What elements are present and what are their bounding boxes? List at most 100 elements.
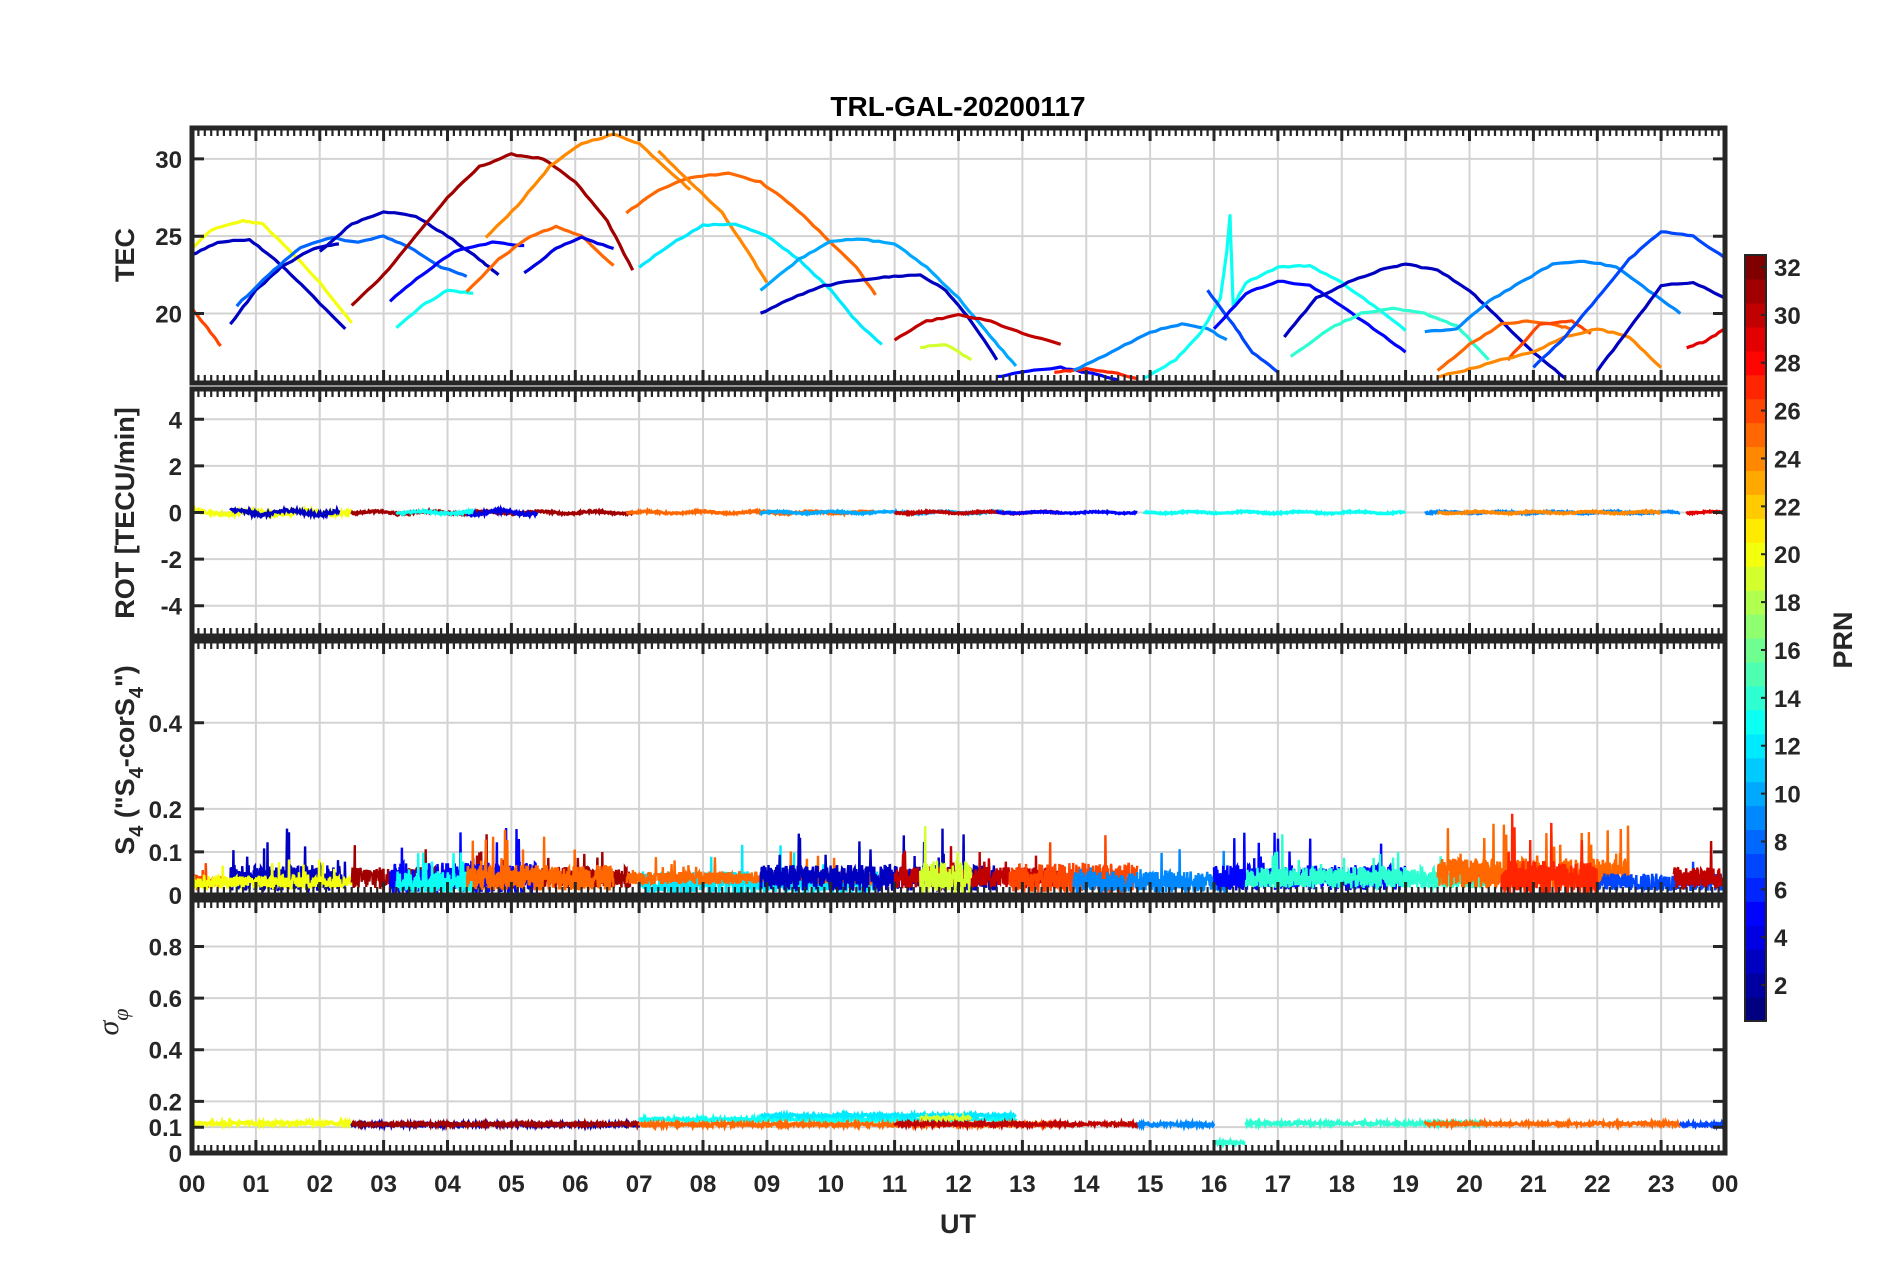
tec-trace-prn30: [893, 312, 1062, 346]
s4-trace-prn30: [1672, 840, 1725, 891]
colorbar-tick-label: 16: [1774, 638, 1801, 665]
x-tick-label: 18: [1328, 1171, 1355, 1198]
x-tick-label: 03: [370, 1171, 397, 1198]
x-tick-label: 04: [434, 1171, 461, 1198]
sigma-trace-prn19: [918, 1111, 972, 1126]
sigma-y-tick-label: 0.2: [149, 1089, 182, 1116]
s4-trace-prn20: [192, 859, 353, 892]
x-tick-label: 11: [882, 1171, 907, 1198]
x-tick-label: 17: [1265, 1171, 1292, 1198]
sigma-trace-prn9: [1136, 1117, 1216, 1132]
colorbar-swatch: [1745, 494, 1766, 519]
sigma-trace-prn20: [192, 1115, 354, 1131]
tec-y-axis-label: TEC: [110, 228, 140, 282]
colorbar-swatch: [1745, 518, 1766, 543]
tec-trace-prn8: [235, 234, 468, 308]
tec-trace-prn14: [1289, 306, 1490, 361]
tec-trace-prn3: [229, 242, 340, 326]
x-tick-label: 23: [1648, 1171, 1675, 1198]
colorbar-swatch: [1745, 374, 1766, 400]
tec-y-tick-label: 25: [155, 224, 182, 251]
tec-y-tick-label: 30: [155, 147, 182, 174]
tec-trace-prn25: [1436, 319, 1572, 372]
sigma-trace-prn12: [759, 1108, 1017, 1123]
tec-trace-prn13: [395, 288, 474, 329]
sigma-panel: 00.10.2 0.4 0.6 0.8: [149, 897, 1728, 1168]
colorbar-swatch: [1745, 614, 1766, 639]
tec-trace-prn24: [484, 132, 692, 239]
tec-trace-prn27: [1054, 367, 1138, 380]
s4-y-tick-label: 0.1: [149, 840, 182, 867]
sigma-y-tick-label: 0.1: [149, 1115, 182, 1142]
colorbar-swatch: [1745, 422, 1766, 448]
colorbar-tick-label: 30: [1774, 303, 1801, 330]
tec-trace-prn26: [192, 307, 222, 347]
colorbar-swatch: [1745, 398, 1766, 424]
colorbar-tick-label: 26: [1774, 399, 1801, 426]
x-tick-label: 22: [1584, 1171, 1611, 1198]
rot-y-tick-label: -2: [161, 547, 182, 574]
colorbar-swatch: [1745, 542, 1766, 567]
sigma-phi-y-axis-label: σφ: [92, 1009, 133, 1036]
colorbar-tick-label: 32: [1774, 255, 1801, 282]
colorbar-tick-label: 2: [1774, 973, 1787, 1000]
rot-y-tick-label: 4: [169, 407, 183, 434]
tec-trace-prn10: [759, 237, 1018, 368]
tec-trace-prn3: [759, 273, 999, 361]
sigma-trace-prn30: [893, 1117, 1139, 1132]
colorbar-swatch: [1745, 590, 1766, 615]
tec-trace-prn7: [1532, 230, 1725, 369]
tec-trace-prn31: [350, 152, 635, 307]
rot-trace-prn13: [1142, 508, 1407, 517]
x-tick-label: 05: [498, 1171, 525, 1198]
x-tick-label: 13: [1009, 1171, 1036, 1198]
rot-trace-prn13: [395, 507, 475, 518]
colorbar-swatch: [1745, 853, 1766, 878]
x-tick-label: 01: [243, 1171, 270, 1198]
sigma-trace-prn14: [1213, 1136, 1246, 1150]
sigma-y-tick-label: 0.8: [149, 935, 182, 962]
s4-trace-prn9: [1072, 849, 1228, 895]
s4-trace-prn27: [1500, 813, 1599, 894]
s4-trace-prn14: [1244, 834, 1490, 893]
rot-panel: -4 -2 0 2 4: [161, 386, 1728, 639]
x-axis-label: UT: [940, 1209, 976, 1239]
colorbar-swatch: [1745, 566, 1766, 591]
colorbar-swatch: [1745, 638, 1766, 663]
tec-trace-prn19: [920, 343, 973, 362]
x-tick-label: 09: [754, 1171, 781, 1198]
colorbar-swatch: [1745, 781, 1766, 807]
colorbar-swatch: [1745, 470, 1766, 495]
sigma-y-tick-label: 0.6: [149, 986, 182, 1013]
colorbar-swatch: [1745, 350, 1766, 376]
x-tick-label: 00: [1712, 1171, 1739, 1198]
rot-trace-prn4: [465, 504, 539, 520]
chart-title: TRL-GAL-20200117: [830, 91, 1085, 122]
tec-panel: 20 25 30: [155, 125, 1728, 386]
tec-trace-prn12: [638, 222, 883, 346]
rot-series: [192, 504, 1725, 521]
x-tick-label: 08: [690, 1171, 717, 1198]
colorbar-swatch: [1745, 997, 1766, 1022]
x-tick-label: 15: [1137, 1171, 1164, 1198]
rot-y-tick-label: -4: [161, 594, 183, 621]
colorbar-tick-label: 8: [1774, 830, 1787, 857]
colorbar-tick-label: 24: [1774, 447, 1801, 474]
colorbar-swatch: [1745, 255, 1766, 280]
colorbar-swatch: [1745, 685, 1766, 711]
colorbar-tick-label: 22: [1774, 494, 1801, 521]
tec-trace-prn5: [1212, 279, 1407, 354]
colorbar-tick-label: 28: [1774, 351, 1801, 378]
s4-major-ticks: [190, 641, 1727, 897]
tec-trace-prn9: [1072, 322, 1228, 372]
s4-trace-prn19: [919, 826, 973, 894]
colorbar-tick-label: 14: [1774, 686, 1801, 713]
sigma-trace-prn25: [1423, 1116, 1682, 1132]
colorbar-swatch: [1745, 877, 1766, 902]
s4-series: [192, 813, 1725, 895]
rot-y-tick-label: 0: [169, 501, 182, 528]
tec-trace-prn3: [1595, 281, 1725, 372]
s4-trace-prn13: [395, 852, 475, 893]
colorbar-tick-label: 12: [1774, 734, 1801, 761]
